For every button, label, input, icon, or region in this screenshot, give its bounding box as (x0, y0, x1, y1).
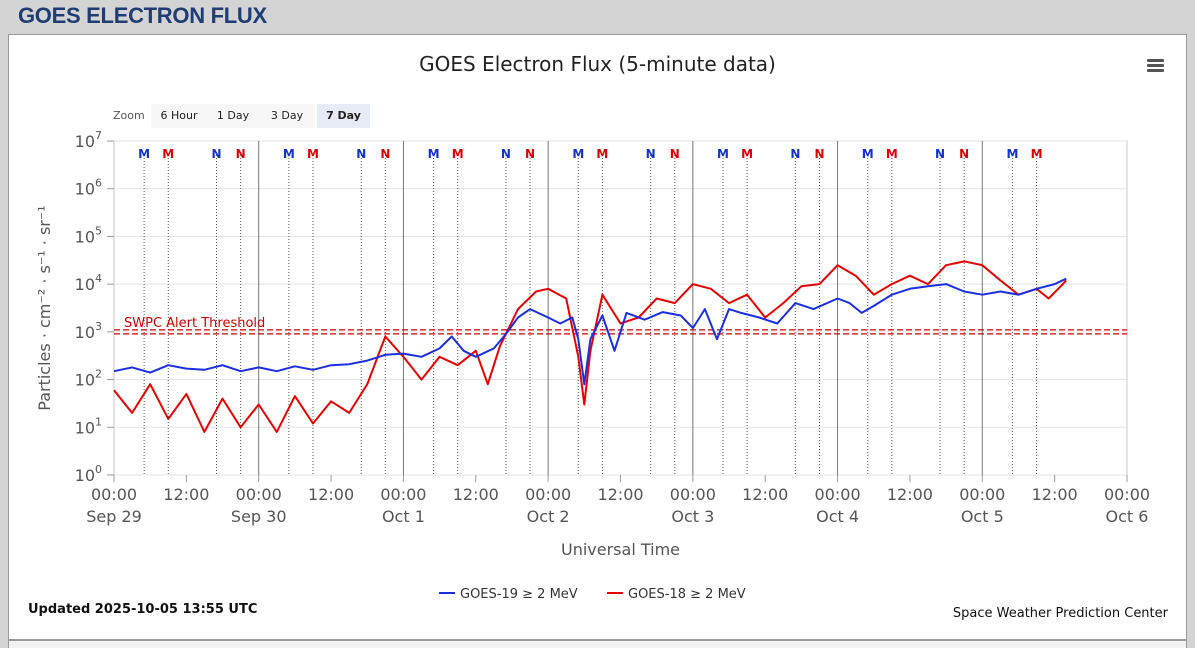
credit-text: Space Weather Prediction Center (952, 606, 1168, 621)
x-tick-time-label: 00:00 (815, 485, 861, 504)
x-tick-time-label: 12:00 (597, 485, 643, 504)
y-tick-label: 104 (75, 272, 102, 294)
legend-item-label: GOES-18 ≥ 2 MeV (628, 587, 746, 602)
event-marker-label: M (1031, 147, 1043, 161)
event-marker-label: M (717, 147, 729, 161)
x-tick-time-label: 00:00 (525, 485, 571, 504)
x-tick-time-label: 12:00 (163, 485, 209, 504)
updated-timestamp: Updated 2025-10-05 13:55 UTC (28, 602, 258, 617)
event-marker-label: N (646, 147, 656, 161)
y-tick-label: 106 (75, 177, 102, 199)
y-tick-label: 102 (75, 368, 102, 390)
x-tick-time-label: 12:00 (742, 485, 788, 504)
x-tick-time-label: 12:00 (453, 485, 499, 504)
x-tick-date-label: Sep 30 (231, 507, 287, 526)
page-header: GOES ELECTRON FLUX (0, 0, 1195, 32)
bottom-bar (8, 640, 1187, 648)
zoom-7-day-button[interactable]: 7 Day (317, 104, 370, 128)
x-tick-date-label: Oct 5 (961, 507, 1004, 526)
x-tick-time-label: 00:00 (959, 485, 1005, 504)
event-marker-label: N (935, 147, 945, 161)
y-axis-title: Particles · cm⁻² · s⁻¹ · sr⁻¹ (35, 205, 54, 410)
legend-item-label: GOES-19 ≥ 2 MeV (460, 587, 578, 602)
x-tick-time-label: 12:00 (887, 485, 933, 504)
y-tick-label: 107 (75, 129, 102, 151)
x-tick-date-label: Oct 3 (671, 507, 714, 526)
x-tick-date-label: Oct 2 (527, 507, 570, 526)
chart-title: GOES Electron Flux (5-minute data) (419, 52, 776, 76)
event-marker-label: M (452, 147, 464, 161)
event-marker-label: M (283, 147, 295, 161)
event-marker-label: N (211, 147, 221, 161)
series-line (113, 260, 1067, 433)
y-tick-label: 103 (75, 320, 102, 342)
zoom-1-day-button[interactable]: 1 Day (207, 104, 259, 128)
event-marker-label: N (356, 147, 366, 161)
x-tick-time-label: 00:00 (91, 485, 137, 504)
event-marker-label: N (814, 147, 824, 161)
x-tick-time-label: 00:00 (380, 485, 426, 504)
zoom-3-day-button[interactable]: 3 Day (259, 104, 315, 128)
x-tick-date-label: Sep 29 (86, 507, 142, 526)
page-title: GOES ELECTRON FLUX (18, 3, 267, 28)
event-marker-label: N (959, 147, 969, 161)
x-tick-date-label: Oct 4 (816, 507, 859, 526)
event-marker-label: M (162, 147, 174, 161)
x-tick-time-label: 00:00 (1104, 485, 1150, 504)
event-marker-label: N (236, 147, 246, 161)
y-tick-label: 100 (75, 463, 102, 485)
zoom-label: Zoom (113, 109, 145, 122)
x-tick-time-label: 00:00 (236, 485, 282, 504)
event-marker-label: N (525, 147, 535, 161)
x-tick-time-label: 12:00 (1032, 485, 1078, 504)
x-tick-time-label: 12:00 (308, 485, 354, 504)
event-marker-label: M (886, 147, 898, 161)
event-marker-label: M (307, 147, 319, 161)
event-marker-label: M (572, 147, 584, 161)
threshold-label: SWPC Alert Threshold (124, 316, 265, 331)
event-marker-label: N (501, 147, 511, 161)
event-marker-label: M (596, 147, 608, 161)
x-tick-time-label: 00:00 (670, 485, 716, 504)
chart-panel: GOES Electron Flux (5-minute data) Zoom … (8, 34, 1187, 640)
event-marker-label: M (741, 147, 753, 161)
event-marker-label: N (790, 147, 800, 161)
x-tick-date-label: Oct 6 (1106, 507, 1149, 526)
chart-svg: 100 101 102 103 104 105 106 107 00:00 Sep 29 12:00… (35, 129, 1150, 602)
y-tick-label: 101 (75, 415, 102, 437)
hamburger-menu-icon[interactable] (1147, 59, 1164, 73)
x-axis-title: Universal Time (561, 540, 680, 559)
event-marker-label: N (380, 147, 390, 161)
event-marker-label: N (670, 147, 680, 161)
event-marker-label: M (428, 147, 440, 161)
plot-area (113, 140, 1128, 476)
zoom-6-hour-button[interactable]: 6 Hour (151, 104, 207, 128)
x-tick-date-label: Oct 1 (382, 507, 425, 526)
event-marker-label: M (862, 147, 874, 161)
series-line (113, 277, 1067, 386)
event-marker-label: M (1006, 147, 1018, 161)
y-tick-label: 105 (75, 224, 102, 246)
event-marker-label: M (138, 147, 150, 161)
